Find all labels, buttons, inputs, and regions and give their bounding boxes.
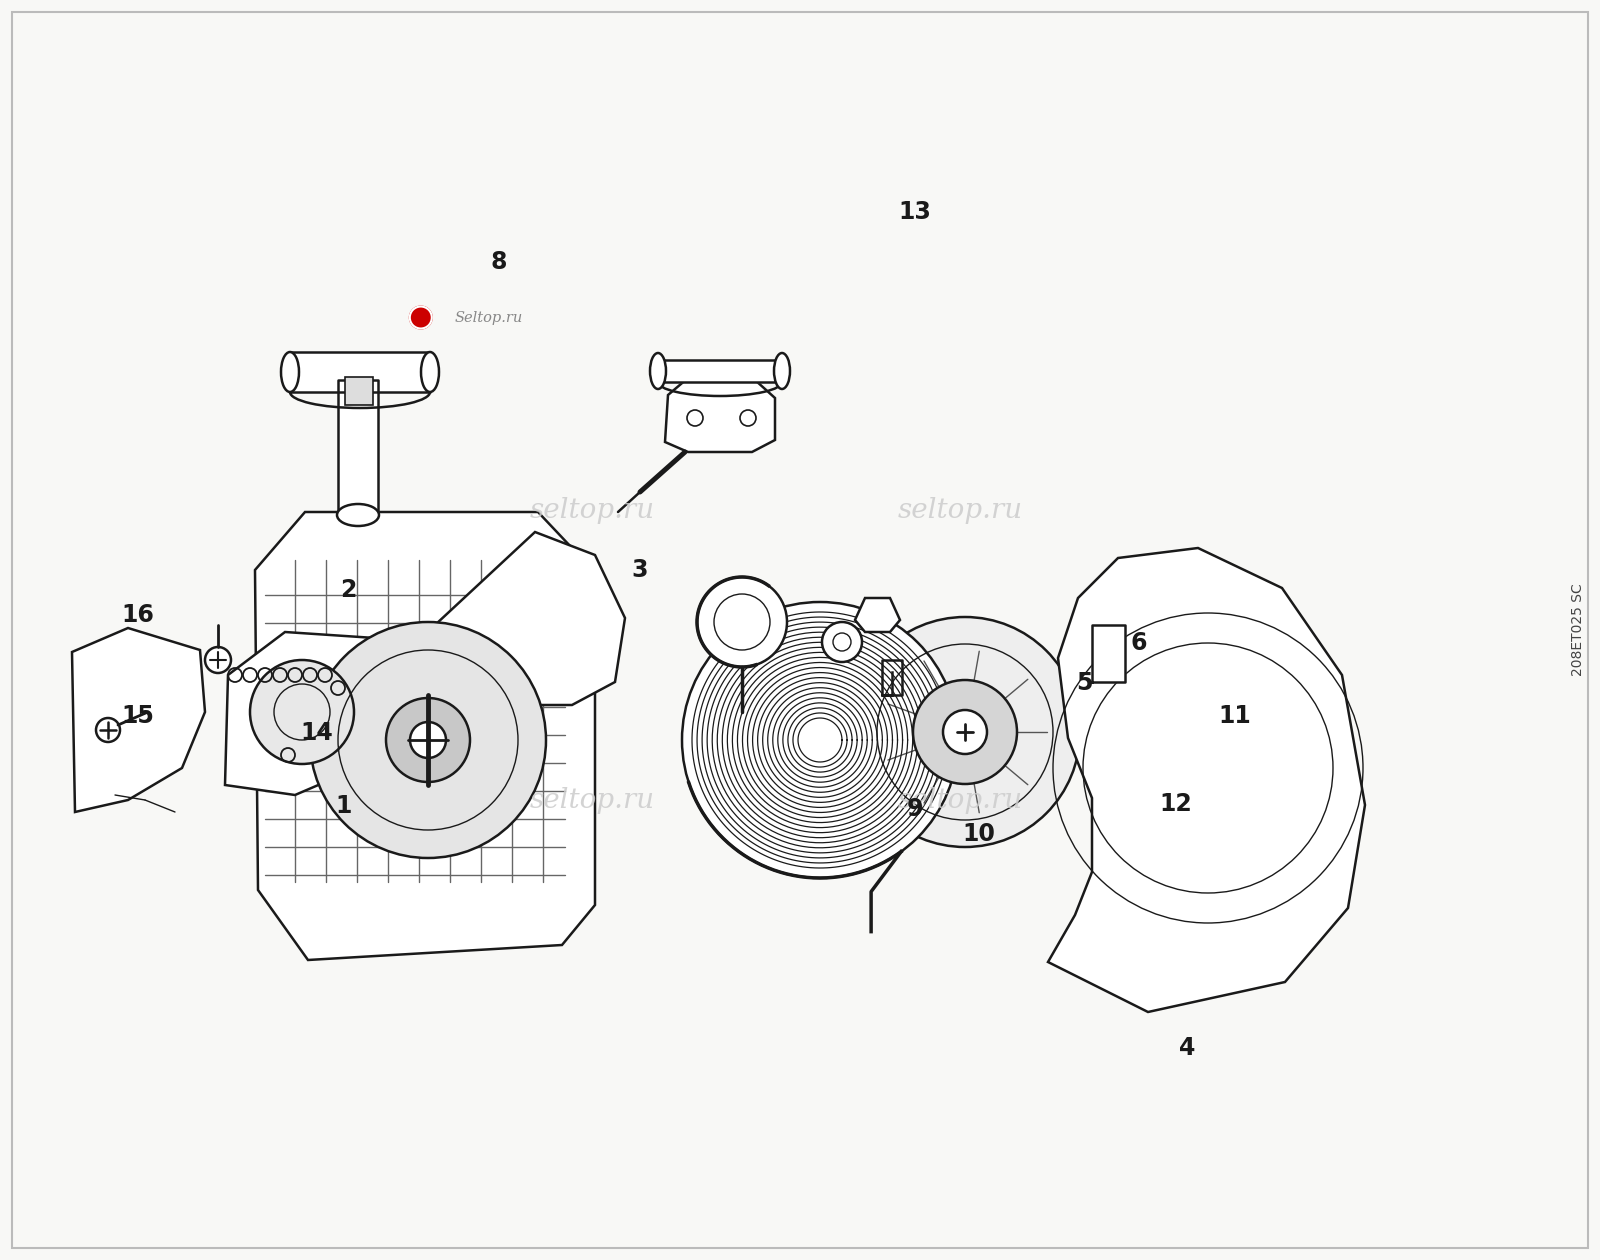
Polygon shape — [290, 352, 430, 392]
Polygon shape — [666, 378, 774, 452]
Text: Seltop.ru: Seltop.ru — [454, 310, 523, 325]
Text: 16: 16 — [122, 602, 154, 627]
Text: seltop.ru: seltop.ru — [530, 786, 654, 814]
Bar — [346, 377, 373, 404]
Polygon shape — [338, 381, 378, 515]
Polygon shape — [72, 627, 205, 811]
Polygon shape — [854, 598, 899, 633]
Polygon shape — [658, 360, 782, 382]
Text: 11: 11 — [1219, 703, 1251, 728]
Text: seltop.ru: seltop.ru — [898, 786, 1022, 814]
Circle shape — [310, 622, 546, 858]
Text: 5: 5 — [1077, 670, 1093, 696]
Text: 4: 4 — [1179, 1036, 1195, 1061]
Text: 6: 6 — [1131, 630, 1147, 655]
Text: 3: 3 — [632, 557, 648, 582]
Circle shape — [410, 306, 432, 329]
Ellipse shape — [650, 353, 666, 389]
Circle shape — [682, 602, 958, 878]
Polygon shape — [432, 532, 626, 706]
Ellipse shape — [282, 352, 299, 392]
Circle shape — [822, 622, 862, 662]
Circle shape — [698, 577, 787, 667]
Circle shape — [914, 680, 1018, 784]
Text: 13: 13 — [899, 199, 931, 224]
Text: seltop.ru: seltop.ru — [530, 496, 654, 524]
Polygon shape — [226, 633, 382, 795]
Polygon shape — [254, 512, 595, 960]
Circle shape — [96, 718, 120, 742]
Circle shape — [250, 660, 354, 764]
Text: 1: 1 — [336, 794, 352, 819]
Text: 15: 15 — [122, 703, 154, 728]
Ellipse shape — [774, 353, 790, 389]
Text: seltop.ru: seltop.ru — [898, 496, 1022, 524]
Text: 8: 8 — [491, 249, 507, 275]
Circle shape — [205, 646, 230, 673]
Circle shape — [386, 698, 470, 782]
Circle shape — [850, 617, 1080, 847]
Ellipse shape — [421, 352, 438, 392]
Text: 208ET025 SC: 208ET025 SC — [1571, 583, 1586, 677]
Ellipse shape — [338, 504, 379, 525]
Circle shape — [942, 709, 987, 753]
Polygon shape — [1048, 548, 1365, 1012]
Circle shape — [410, 722, 446, 759]
Text: 14: 14 — [301, 721, 333, 746]
Text: 2: 2 — [341, 577, 357, 602]
Text: 10: 10 — [963, 822, 995, 847]
Text: 9: 9 — [907, 796, 923, 822]
Text: 12: 12 — [1160, 791, 1192, 816]
Polygon shape — [1091, 625, 1125, 682]
